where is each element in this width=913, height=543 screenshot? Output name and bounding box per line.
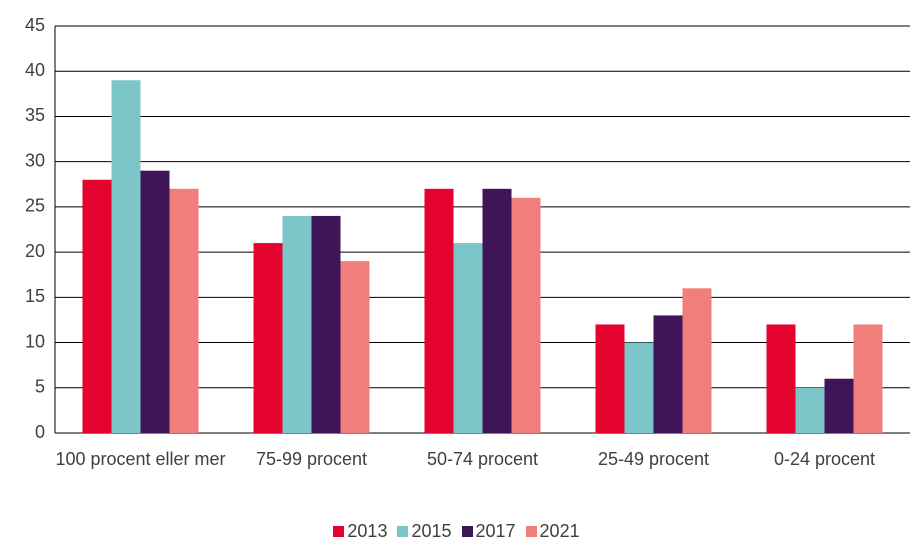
x-tick-label: 75-99 procent (255, 449, 368, 469)
x-tick-label: 50-74 procent (426, 449, 539, 469)
bar (653, 315, 683, 433)
legend-swatch (397, 526, 409, 537)
y-tick-label: 10 (25, 331, 45, 351)
bar (795, 387, 825, 433)
y-tick-label: 30 (25, 150, 45, 170)
bar (511, 197, 541, 433)
bar (766, 324, 796, 433)
bar (853, 324, 883, 433)
x-tick-label: 0-24 procent (773, 449, 876, 469)
y-tick-label: 0 (35, 422, 45, 442)
legend: 2013 2015 2017 2021 (0, 521, 913, 542)
legend-label: 2017 (475, 521, 516, 541)
legend-label: 2015 (411, 521, 452, 541)
bar (253, 243, 283, 433)
bar (340, 261, 370, 433)
bar (624, 342, 654, 433)
x-tick-label: 100 procent eller mer (55, 449, 226, 469)
bar (111, 80, 141, 434)
legend-item: 2017 (461, 521, 516, 542)
y-tick-label: 5 (35, 377, 45, 397)
bar (282, 215, 312, 433)
bar (682, 288, 712, 433)
legend-item: 2015 (397, 521, 452, 542)
legend-swatch (461, 526, 473, 537)
y-tick-label: 15 (25, 286, 45, 306)
y-tick-label: 40 (25, 60, 45, 80)
legend-swatch (525, 526, 537, 537)
bar (169, 188, 199, 433)
bar (482, 188, 512, 433)
legend-item: 2013 (333, 521, 387, 542)
legend-swatch (333, 526, 345, 537)
bar (824, 378, 854, 433)
bar (595, 324, 625, 433)
legend-label: 2021 (539, 521, 580, 541)
bar (140, 170, 170, 433)
y-tick-label: 35 (25, 105, 45, 125)
bar (453, 243, 483, 433)
bar (424, 188, 454, 433)
x-tick-label: 25-49 procent (597, 449, 710, 469)
y-tick-label: 45 (25, 15, 45, 35)
bar (82, 179, 112, 433)
bar (311, 215, 341, 433)
legend-item: 2021 (525, 521, 580, 542)
y-tick-label: 25 (25, 196, 45, 216)
legend-label: 2013 (347, 521, 388, 541)
y-tick-label: 20 (25, 241, 45, 261)
